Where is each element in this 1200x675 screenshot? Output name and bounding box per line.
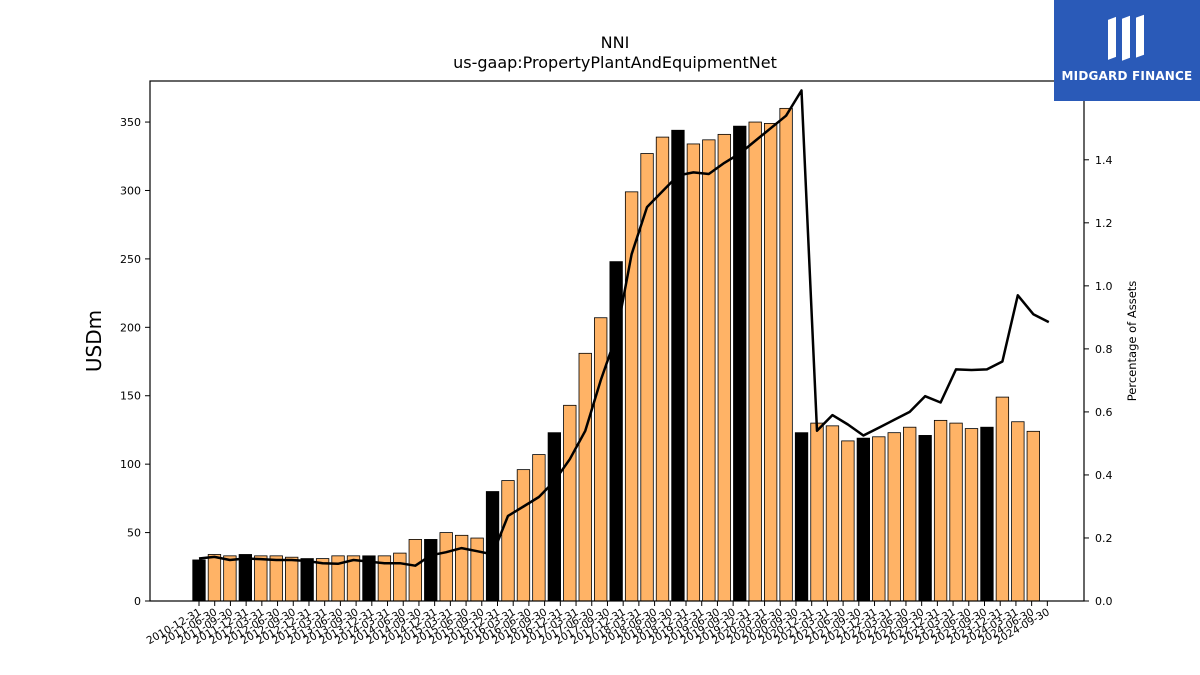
y2-tick-label: 0.6	[1095, 406, 1113, 419]
y-tick-label: 150	[120, 390, 141, 403]
logo-text: MIDGARD FINANCE	[1061, 69, 1193, 83]
bar	[532, 454, 546, 602]
y2-axis-label: Percentage of Assets	[1125, 281, 1139, 402]
logo-mark-icon	[1108, 14, 1144, 61]
bar	[933, 419, 948, 602]
axes-layer: 0 50 100 150 200 250 300 350 0.0 0.2 0.4 0.6 0.8 1.0 1…	[120, 80, 1113, 647]
y2-tick-label: 0.8	[1095, 343, 1113, 356]
bar	[454, 534, 469, 602]
percentage-line	[198, 89, 1050, 567]
bar	[424, 539, 438, 602]
bar	[980, 426, 994, 602]
y-tick-label: 350	[120, 116, 141, 129]
bar	[764, 123, 778, 602]
bar	[408, 539, 422, 602]
bar	[1026, 430, 1040, 602]
bar	[686, 143, 701, 602]
bar	[825, 425, 840, 602]
bar	[547, 432, 561, 602]
y-tick-label: 0	[134, 595, 141, 608]
bar	[733, 125, 747, 602]
bar	[594, 317, 608, 602]
bar	[918, 435, 932, 602]
y-tick-label: 100	[120, 458, 141, 471]
chart-title: NNI	[601, 33, 630, 52]
y2-tick-label: 1.2	[1095, 217, 1113, 230]
bar	[285, 556, 299, 602]
bar	[207, 554, 222, 602]
y-tick-label: 50	[127, 527, 141, 540]
bar	[671, 129, 685, 602]
bar	[717, 133, 731, 602]
bar	[315, 558, 330, 602]
bar	[887, 432, 901, 602]
bar	[779, 107, 793, 602]
logo: MIDGARD FINANCE	[1054, 0, 1200, 101]
bar	[903, 426, 917, 602]
bar	[516, 469, 531, 602]
bar	[964, 428, 979, 602]
bar	[578, 352, 592, 602]
bars-layer	[192, 107, 1040, 602]
bar	[655, 136, 670, 602]
y2-tick-label: 0.2	[1095, 532, 1113, 545]
chart-subtitle: us-gaap:PropertyPlantAndEquipmentNet	[453, 53, 777, 72]
y2-tick-label: 1.0	[1095, 280, 1113, 293]
bar	[702, 139, 716, 602]
bar	[223, 555, 237, 602]
bar	[300, 558, 314, 602]
bar	[872, 436, 886, 602]
line-layer	[198, 89, 1050, 567]
bar	[501, 480, 515, 602]
bar	[192, 559, 206, 602]
y-tick-label: 300	[120, 184, 141, 197]
bar	[810, 422, 824, 602]
bar	[346, 555, 361, 602]
bar	[269, 555, 283, 602]
y2-tick-label: 1.4	[1095, 154, 1113, 167]
bar	[563, 404, 577, 602]
bar	[748, 121, 762, 602]
bar	[794, 432, 809, 602]
bar	[995, 396, 1010, 602]
y2-tick-label: 0.0	[1095, 595, 1113, 608]
y-tick-label: 200	[120, 321, 141, 334]
bar	[439, 532, 453, 602]
y-tick-label: 250	[120, 253, 141, 266]
bar	[1011, 421, 1025, 602]
bar	[393, 552, 407, 602]
bar	[470, 537, 484, 602]
y2-tick-label: 0.4	[1095, 469, 1113, 482]
bar	[238, 554, 253, 602]
y-axis-label: USDm	[82, 310, 106, 372]
bar	[949, 422, 963, 602]
bar	[841, 440, 855, 602]
bar	[856, 437, 870, 602]
bar	[254, 555, 268, 602]
plot-frame	[149, 80, 1085, 602]
